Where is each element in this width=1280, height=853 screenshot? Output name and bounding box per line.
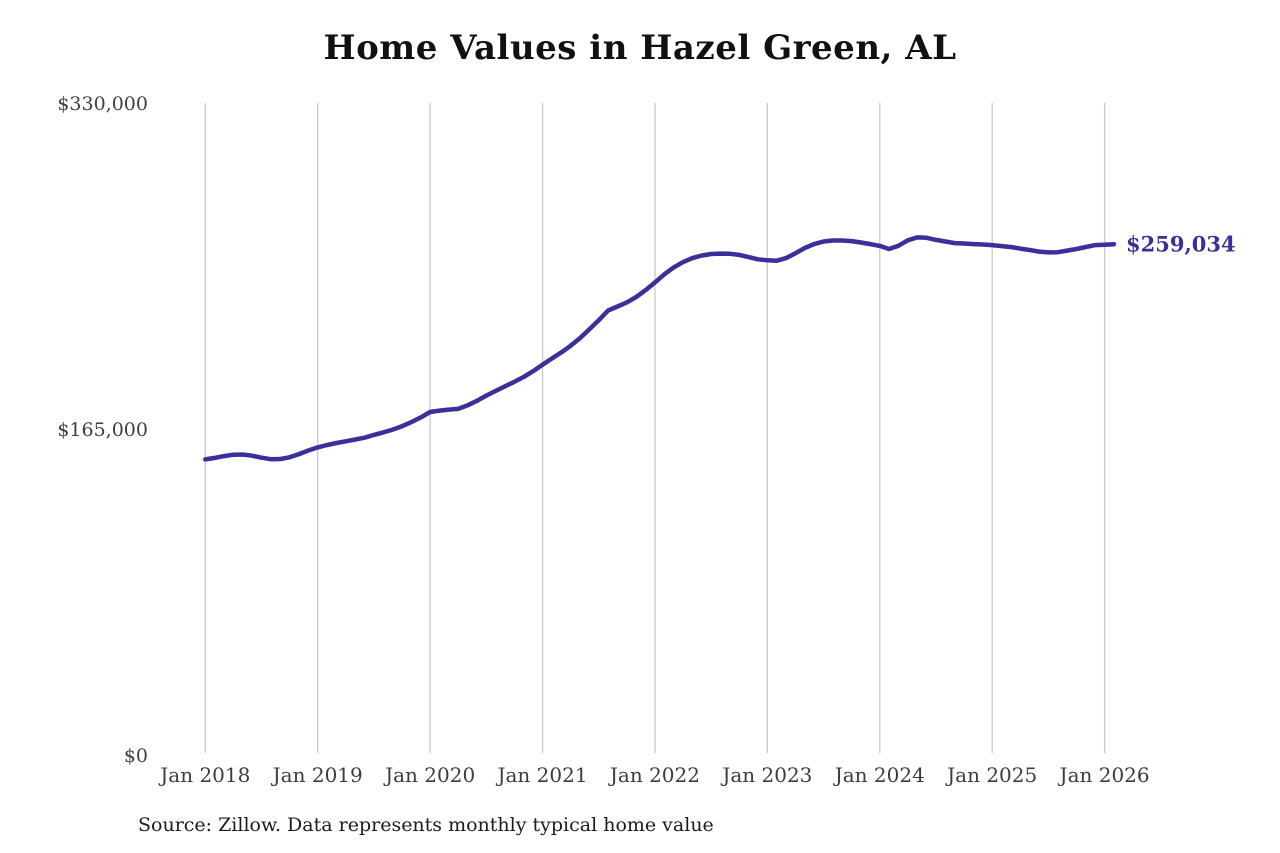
x-axis-tick-label: Jan 2019 (272, 763, 363, 787)
x-axis-tick-label: Jan 2023 (722, 763, 813, 787)
y-axis-tick-label: $0 (123, 745, 148, 767)
x-axis-tick-label: Jan 2024 (834, 763, 925, 787)
x-axis-tick-label: Jan 2025 (947, 763, 1038, 787)
x-axis-tick-label: Jan 2018 (160, 763, 251, 787)
home-value-line (203, 235, 1117, 462)
latest-value-label: $259,034 (1126, 231, 1236, 257)
y-axis-tick-label: $330,000 (57, 93, 148, 115)
gridlines (204, 103, 1106, 753)
x-axis-tick-label: Jan 2026 (1059, 763, 1150, 787)
x-axis-tick-label: Jan 2020 (385, 763, 476, 787)
chart-title: Home Values in Hazel Green, AL (323, 28, 957, 68)
x-axis-tick-label: Jan 2021 (497, 763, 588, 787)
x-axis-tick-label: Jan 2022 (609, 763, 700, 787)
source-note: Source: Zillow. Data represents monthly … (138, 814, 714, 836)
y-axis-tick-label: $165,000 (57, 419, 148, 441)
